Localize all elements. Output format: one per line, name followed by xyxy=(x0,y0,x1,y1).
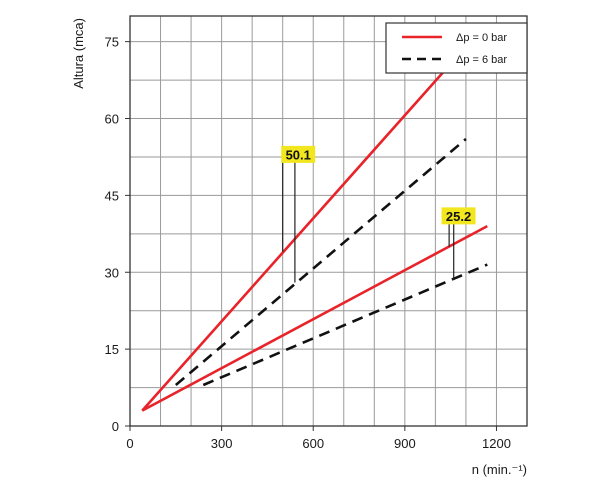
legend-box xyxy=(385,22,528,74)
x-tick-label: 900 xyxy=(394,436,416,451)
legend: Δp = 0 bar Δp = 6 bar xyxy=(385,22,528,74)
y-axis-label: Altura (mca) xyxy=(71,18,86,89)
annotation-label: 50.1 xyxy=(286,147,311,162)
annotation-label-bg xyxy=(281,145,316,163)
plot-frame xyxy=(129,15,528,427)
y-tick-label: 60 xyxy=(105,112,119,127)
y-tick-label: 45 xyxy=(105,188,119,203)
x-tick-label: 1200 xyxy=(482,436,511,451)
y-tick-label: 15 xyxy=(105,342,119,357)
x-axis-label: n (min.⁻¹) xyxy=(472,462,527,477)
axes: 0 300 600 900 1200 0 15 30 45 60 75 xyxy=(105,15,528,451)
y-tick-label: 30 xyxy=(105,265,119,280)
series-line-solid xyxy=(141,224,488,412)
series-line-dashed xyxy=(174,138,467,386)
x-tick-label: 0 xyxy=(126,436,133,451)
annotation-label: 25.2 xyxy=(446,209,471,224)
series-line-dashed xyxy=(202,263,488,387)
legend-label: Δp = 6 bar xyxy=(456,54,507,66)
y-tick-label: 0 xyxy=(112,419,119,434)
x-tick-label: 600 xyxy=(302,436,324,451)
annotation-label-bg xyxy=(441,207,476,225)
legend-label: Δp = 0 bar xyxy=(456,32,507,44)
x-tick-label: 300 xyxy=(211,436,233,451)
y-tick-label: 75 xyxy=(105,35,119,50)
annotations: 50.1 25.2 xyxy=(281,145,476,283)
